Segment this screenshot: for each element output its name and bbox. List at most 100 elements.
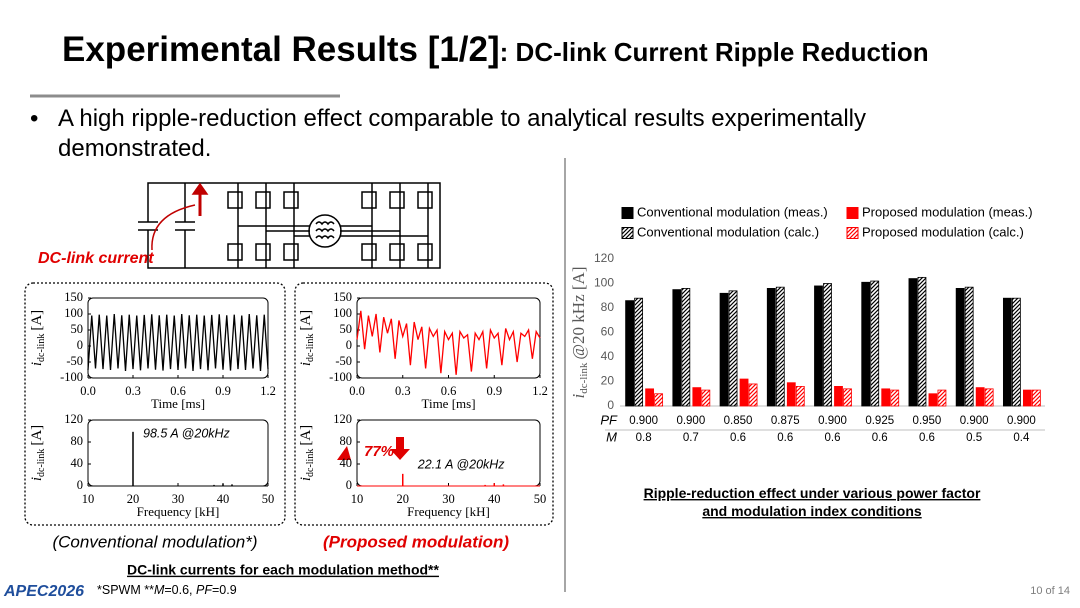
y-tick-label: 0 — [346, 478, 352, 492]
bar — [814, 285, 823, 407]
y-axis-title-unit: [A] — [29, 425, 45, 446]
x-tick-label: 30 — [442, 492, 455, 506]
table-cell: 0.8 — [636, 432, 652, 444]
peak-annotation: 22.1 A @20kHz — [417, 457, 506, 471]
y-tick-label: 0 — [77, 338, 83, 352]
x-axis-title: Frequency [kH] — [137, 504, 220, 519]
y-axis-title-symbol: i — [29, 477, 45, 481]
footnote-part: =0.9 — [212, 583, 237, 597]
y-tick-label: 120 — [594, 251, 614, 265]
y-tick-label: 100 — [333, 306, 352, 320]
x-tick-label: 0.3 — [125, 384, 141, 398]
y-axis-title-unit: [A] — [298, 310, 314, 331]
x-tick-label: 0.9 — [486, 384, 502, 398]
legend-swatch — [846, 227, 859, 239]
caption-left: DC-link currents for each modulation met… — [127, 562, 439, 578]
circuit — [138, 182, 441, 269]
bar — [701, 389, 711, 407]
table-cell: 0.900 — [676, 415, 705, 427]
x-tick-label: 10 — [82, 492, 95, 506]
y-axis-title-symbol: i — [569, 393, 588, 398]
x-axis-title: Frequency [kH] — [407, 504, 490, 519]
y-axis-title-subscript: dc-link — [36, 334, 47, 362]
y-tick-label: 80 — [601, 300, 615, 314]
legend-swatch — [621, 207, 634, 219]
x-tick-label: 0.6 — [170, 384, 186, 398]
y-tick-label: 100 — [64, 306, 83, 320]
bar — [834, 385, 843, 407]
bar — [728, 290, 738, 407]
bullet-text: A high ripple-reduction effect comparabl… — [58, 105, 866, 162]
bar — [786, 382, 796, 407]
table-cell: 0.900 — [960, 415, 989, 427]
title-sub: : DC-link Current Ripple Reduction — [499, 37, 929, 67]
y-tick-label: 20 — [601, 374, 615, 388]
y-tick-label: 80 — [340, 434, 353, 448]
bar — [1011, 297, 1021, 407]
bar — [881, 388, 891, 407]
logo: APEC2026 — [3, 583, 84, 600]
bar — [823, 283, 832, 407]
x-tick-label: 0.0 — [349, 384, 365, 398]
table-cell: 0.875 — [771, 415, 800, 427]
caption-proposed: (Proposed modulation) — [323, 532, 509, 551]
x-tick-label: 50 — [262, 492, 275, 506]
table-cell: 0.950 — [913, 415, 942, 427]
legend-swatch — [846, 207, 859, 219]
title-main: Experimental Results [1/2] — [62, 30, 500, 69]
x-tick-label: 50 — [534, 492, 547, 506]
x-tick-label: 1.2 — [532, 384, 548, 398]
table-cell: 0.900 — [818, 415, 847, 427]
bar — [739, 378, 749, 407]
y-tick-label: 0 — [607, 398, 614, 412]
footnote-part: M — [154, 583, 165, 597]
bar — [654, 393, 664, 407]
table-cell: 0.6 — [730, 432, 746, 444]
y-tick-label: 40 — [71, 456, 84, 470]
x-tick-label: 40 — [488, 492, 501, 506]
bar — [692, 387, 702, 407]
y-axis-title-subscript: dc-link — [36, 449, 47, 477]
y-tick-label: -100 — [329, 370, 352, 384]
y-tick-label: 150 — [333, 290, 352, 304]
y-tick-label: 100 — [594, 276, 614, 290]
bar — [766, 287, 776, 407]
y-tick-label: 40 — [340, 456, 353, 470]
y-tick-label: 50 — [340, 322, 353, 336]
bar — [975, 387, 985, 407]
bar — [1022, 389, 1032, 407]
y-axis-title: idc-link [A] — [298, 425, 316, 481]
x-tick-label: 1.2 — [260, 384, 276, 398]
table-row-label: PF — [600, 412, 618, 427]
y-axis-title-symbol: i — [298, 477, 314, 481]
y-axis-title: idc-link [A] — [29, 425, 47, 481]
bar — [645, 388, 655, 407]
legend-label: Conventional modulation (calc.) — [637, 224, 819, 239]
bar — [795, 385, 805, 407]
y-tick-label: -50 — [335, 354, 352, 368]
legend-label: Proposed modulation (meas.) — [862, 204, 1033, 219]
chart-caption-line: Ripple-reduction effect under various po… — [644, 485, 981, 501]
waveform — [87, 313, 269, 372]
x-axis-title: Time [ms] — [151, 396, 205, 411]
y-tick-label: -50 — [66, 354, 83, 368]
bar — [917, 276, 927, 407]
y-axis-title-subscript: dc-link — [305, 334, 316, 362]
x-tick-label: 10 — [351, 492, 364, 506]
y-tick-label: 50 — [71, 322, 84, 336]
bar — [955, 287, 965, 407]
x-tick-label: 0.6 — [441, 384, 457, 398]
y-tick-label: 60 — [601, 325, 615, 339]
y-tick-label: 150 — [64, 290, 83, 304]
circuit-label: DC-link current — [38, 250, 154, 267]
bar — [937, 389, 947, 407]
y-tick-label: 40 — [601, 349, 615, 363]
table-row-label: M — [606, 429, 617, 444]
y-axis-title: idc-link @20 kHz [A] — [569, 267, 590, 399]
table-cell: 0.4 — [1013, 432, 1030, 444]
peak-annotation: 98.5 A @20kHz — [143, 426, 231, 440]
table-cell: 0.6 — [919, 432, 935, 444]
y-axis-title-unit: @20 kHz [A] — [569, 267, 588, 360]
bar — [861, 281, 871, 407]
